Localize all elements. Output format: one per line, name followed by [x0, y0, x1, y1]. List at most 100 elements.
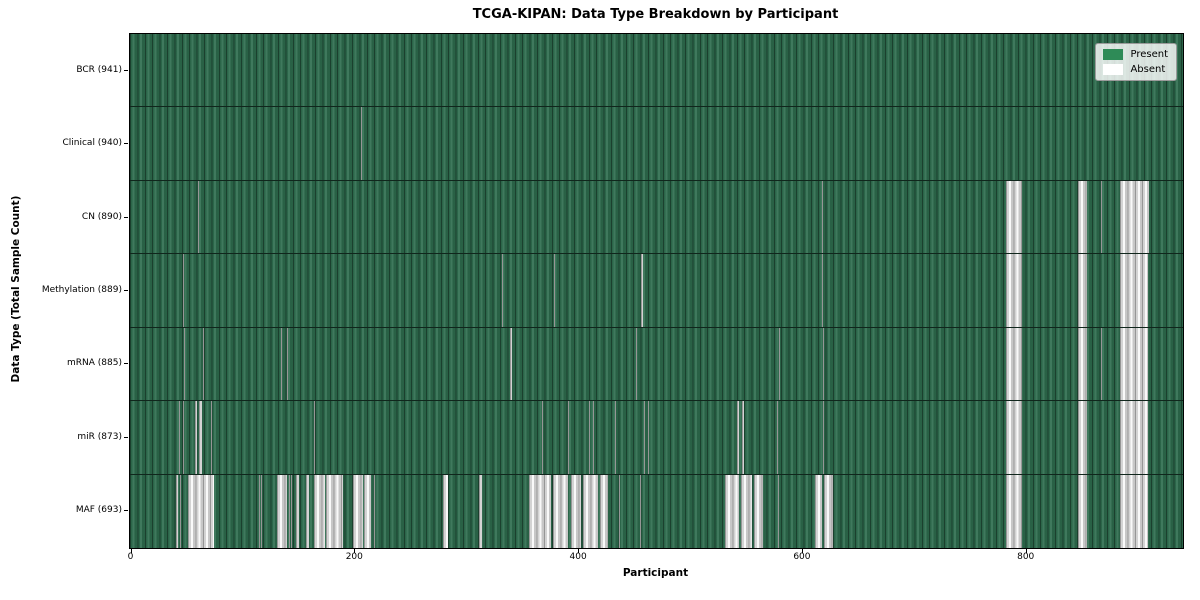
chart-title: TCGA-KIPAN: Data Type Breakdown by Parti…	[472, 7, 839, 22]
absent-stripe	[352, 474, 363, 548]
absent-stripe	[822, 327, 824, 401]
absent-stripe	[814, 474, 822, 548]
x-tick-mark	[578, 548, 580, 553]
absent-stripe	[529, 474, 551, 548]
legend-item-present: Present	[1103, 49, 1168, 60]
absent-stripe	[541, 401, 543, 474]
absent-stripe	[776, 401, 778, 474]
absent-stripe	[1101, 180, 1103, 254]
legend-item-absent: Absent	[1103, 64, 1168, 75]
absent-stripe	[742, 401, 745, 474]
absent-stripe	[276, 474, 287, 548]
absent-stripe	[583, 474, 598, 548]
absent-stripe	[175, 474, 179, 548]
absent-stripe	[1006, 327, 1022, 401]
x-tick-mark	[130, 548, 132, 553]
absent-stripe	[822, 401, 824, 474]
absent-stripe	[295, 474, 299, 548]
absent-stripe	[635, 327, 637, 401]
heatmap-row-Methylation	[130, 254, 1183, 328]
absent-stripe	[777, 474, 780, 548]
absent-stripe	[1120, 474, 1149, 548]
absent-stripe	[180, 474, 182, 548]
absent-stripe	[599, 474, 608, 548]
absent-stripe	[360, 107, 362, 180]
absent-stripe	[1120, 180, 1150, 254]
y-tick-label-mRNA: mRNA (885)	[67, 358, 122, 369]
absent-stripe	[1006, 180, 1022, 254]
legend-label: Absent	[1130, 64, 1166, 75]
absent-stripe	[570, 474, 581, 548]
legend-swatch-absent	[1103, 64, 1124, 75]
absent-stripe	[179, 401, 181, 474]
absent-stripe	[1120, 401, 1149, 474]
absent-stripe	[1120, 254, 1149, 327]
absent-stripe	[619, 474, 621, 548]
x-tick-label-600: 600	[793, 552, 811, 562]
x-axis-label: Participant	[622, 567, 689, 579]
absent-stripe	[210, 401, 212, 474]
absent-stripe	[821, 254, 823, 327]
y-tick-label-Methylation: Methylation (889)	[41, 285, 122, 295]
y-tick-label-MAF: MAF (693)	[75, 505, 122, 516]
heatmap-row-MAF	[130, 474, 1183, 548]
absent-stripe	[198, 180, 200, 254]
absent-stripe	[740, 474, 753, 548]
plot-area: Present Absent	[129, 33, 1184, 549]
y-tick-mark	[124, 143, 128, 145]
heatmap-row-mRNA	[130, 327, 1183, 402]
absent-stripe	[648, 401, 650, 474]
absent-stripe	[823, 474, 833, 548]
x-tick-mark	[1025, 548, 1027, 553]
absent-stripe	[182, 254, 184, 327]
absent-stripe	[510, 327, 512, 401]
heatmap-row-Clinical	[130, 107, 1183, 181]
x-tick-label-800: 800	[1017, 552, 1035, 562]
absent-stripe	[183, 327, 185, 401]
absent-stripe	[1077, 474, 1087, 548]
y-tick-label-CN: CN (890)	[81, 211, 122, 222]
absent-stripe	[821, 180, 823, 254]
absent-stripe	[305, 474, 310, 548]
absent-stripe	[286, 327, 288, 401]
absent-stripe	[373, 474, 376, 548]
absent-stripe	[479, 474, 483, 548]
absent-stripe	[194, 401, 198, 474]
absent-stripe	[281, 327, 283, 401]
absent-stripe	[1120, 327, 1149, 401]
heatmap-row-miR	[130, 401, 1183, 475]
absent-stripe	[363, 474, 371, 548]
y-tick-label-miR: miR (873)	[77, 431, 122, 442]
absent-stripe	[554, 254, 556, 327]
absent-stripe	[1101, 327, 1103, 401]
y-tick-label-Clinical: Clinical (940)	[62, 138, 122, 149]
absent-stripe	[754, 474, 764, 548]
absent-stripe	[258, 474, 260, 548]
absent-stripe	[291, 474, 293, 548]
absent-stripe	[643, 401, 645, 474]
x-tick-mark	[354, 548, 356, 553]
x-tick-mark	[801, 548, 803, 553]
absent-stripe	[552, 474, 568, 548]
y-tick-label-BCR: BCR (941)	[76, 64, 122, 75]
legend-swatch-present	[1103, 49, 1124, 60]
x-tick-label-200: 200	[345, 552, 363, 562]
x-tick-label-400: 400	[569, 552, 587, 562]
absent-stripe	[641, 254, 643, 327]
absent-stripe	[567, 401, 569, 474]
absent-stripe	[182, 401, 184, 474]
absent-stripe	[288, 474, 290, 548]
legend: Present Absent	[1095, 43, 1177, 81]
absent-stripe	[725, 474, 739, 548]
absent-stripe	[325, 474, 343, 548]
absent-stripe	[614, 401, 616, 474]
absent-stripe	[1006, 474, 1022, 548]
y-tick-mark	[124, 436, 128, 438]
absent-stripe	[188, 474, 214, 548]
y-tick-mark	[124, 69, 128, 71]
absent-stripe	[640, 474, 642, 548]
heatmap-row-CN	[130, 180, 1183, 255]
absent-stripe	[443, 474, 448, 548]
absent-stripe	[199, 401, 202, 474]
